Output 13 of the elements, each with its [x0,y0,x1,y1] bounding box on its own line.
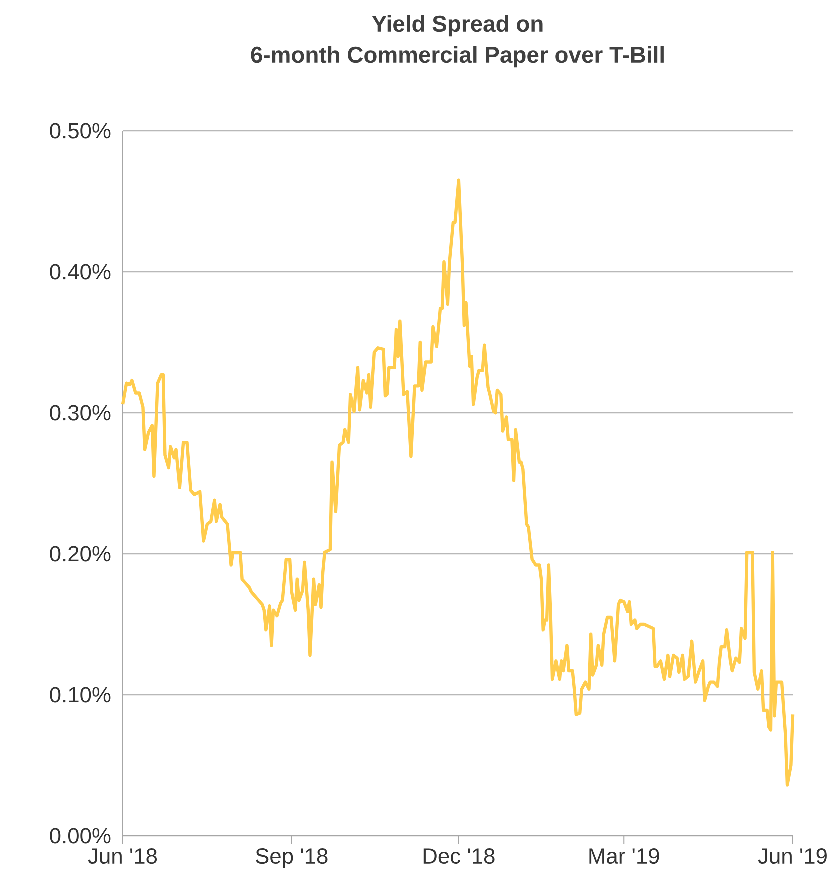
chart-title: Yield Spread on [372,15,543,37]
x-tick-label: Dec '18 [424,848,495,864]
x-tick-label: Mar '19 [590,848,660,864]
chart-subtitle: 6-month Commercial Paper over T-Bill [251,46,664,68]
x-tick-label: Jun '19 [758,848,827,864]
y-tick-label: 0.30% [50,405,111,421]
y-tick-label: 0.20% [50,546,111,562]
x-tick-label: Sep '18 [256,848,328,868]
x-tick-label: Jun '18 [88,848,158,864]
y-tick-label: 0.10% [50,687,111,703]
y-tick-label: 0.40% [50,264,111,280]
y-tick-label: 0.00% [50,828,111,844]
y-tick-label: 0.50% [50,123,111,139]
